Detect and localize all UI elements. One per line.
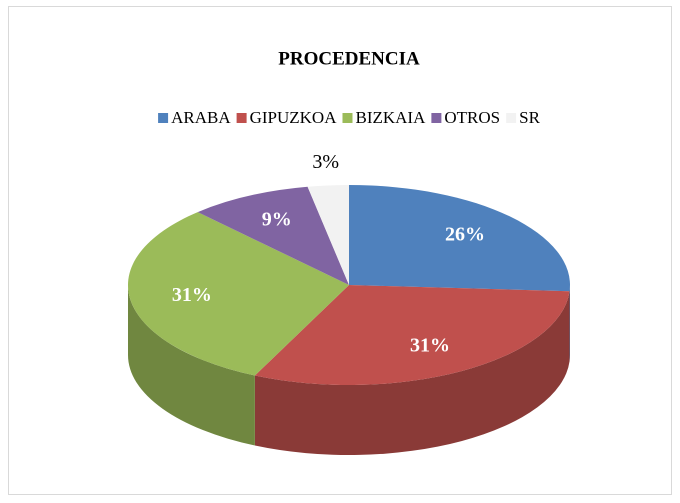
legend-swatch <box>158 113 169 123</box>
pie-slice <box>128 212 349 376</box>
data-label: 26% <box>445 223 485 245</box>
data-label: 31% <box>410 335 450 357</box>
pie-slice <box>197 186 349 285</box>
pie-slice <box>349 185 570 292</box>
legend-label: ARABA <box>171 108 231 127</box>
pie-side <box>128 285 255 446</box>
data-label: 31% <box>172 284 212 306</box>
legend-swatch <box>342 113 353 123</box>
legend-swatch <box>236 113 247 123</box>
data-label: 9% <box>262 208 292 230</box>
pie-side <box>254 291 570 455</box>
data-label: 3% <box>312 151 339 173</box>
legend-label: OTROS <box>444 108 500 127</box>
pie-slice <box>307 185 349 285</box>
pie-slice <box>254 285 570 385</box>
legend-label: SR <box>519 108 540 127</box>
legend-swatch <box>431 113 442 123</box>
legend-swatch <box>506 113 517 123</box>
legend-label: GIPUZKOA <box>250 108 338 127</box>
chart-title: PROCEDENCIA <box>278 48 420 69</box>
legend-label: BIZKAIA <box>355 108 426 127</box>
legend: ARABA GIPUZKOA BIZKAIA OTROS SR <box>158 108 541 127</box>
